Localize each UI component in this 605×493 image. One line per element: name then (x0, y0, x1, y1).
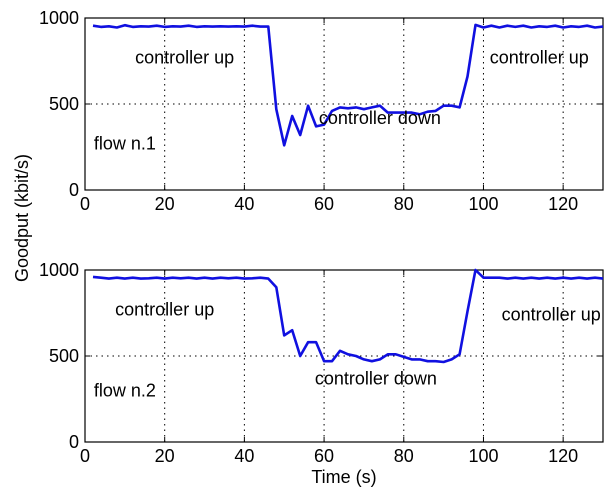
annotation-label: controller up (490, 48, 589, 68)
y-tick-label: 0 (69, 180, 79, 200)
annotation-label: controller down (315, 368, 437, 388)
x-tick-label: 0 (80, 194, 90, 214)
y-tick-label: 500 (49, 346, 79, 366)
annotation-label: controller down (319, 108, 441, 128)
shared-y-axis-label: Goodput (kbit/s) (12, 154, 32, 282)
x-tick-label: 20 (155, 446, 175, 466)
x-tick-label: 80 (394, 446, 414, 466)
series-line (92, 268, 603, 364)
x-tick-label: 120 (548, 194, 578, 214)
x-tick-label: 20 (155, 194, 175, 214)
annotation-label: flow n.1 (94, 134, 156, 154)
panel-top: 0 20 40 60 80 100 120 0 500 1000 controller up cont… (39, 8, 604, 214)
x-tick-label: 60 (314, 446, 334, 466)
y-tick-label: 0 (69, 432, 79, 452)
x-tick-label: 100 (468, 194, 498, 214)
y-tick-label: 1000 (39, 8, 79, 28)
annotation-label: controller up (135, 48, 234, 68)
annotation-label: controller up (502, 305, 601, 325)
annotation-label: controller up (115, 300, 214, 320)
x-tick-label: 120 (548, 446, 578, 466)
x-axis-label: Time (s) (311, 467, 376, 487)
panel-bottom: 0 20 40 60 80 100 120 0 500 1000 controller up cont… (39, 260, 604, 487)
x-tick-label: 60 (314, 194, 334, 214)
series-line (92, 23, 603, 147)
annotation-label: flow n.2 (94, 380, 156, 400)
y-tick-label: 500 (49, 94, 79, 114)
x-tick-label: 0 (80, 446, 90, 466)
x-tick-label: 40 (234, 446, 254, 466)
y-tick-label: 1000 (39, 260, 79, 280)
x-tick-label: 40 (234, 194, 254, 214)
x-tick-label: 80 (394, 194, 414, 214)
x-tick-label: 100 (468, 446, 498, 466)
